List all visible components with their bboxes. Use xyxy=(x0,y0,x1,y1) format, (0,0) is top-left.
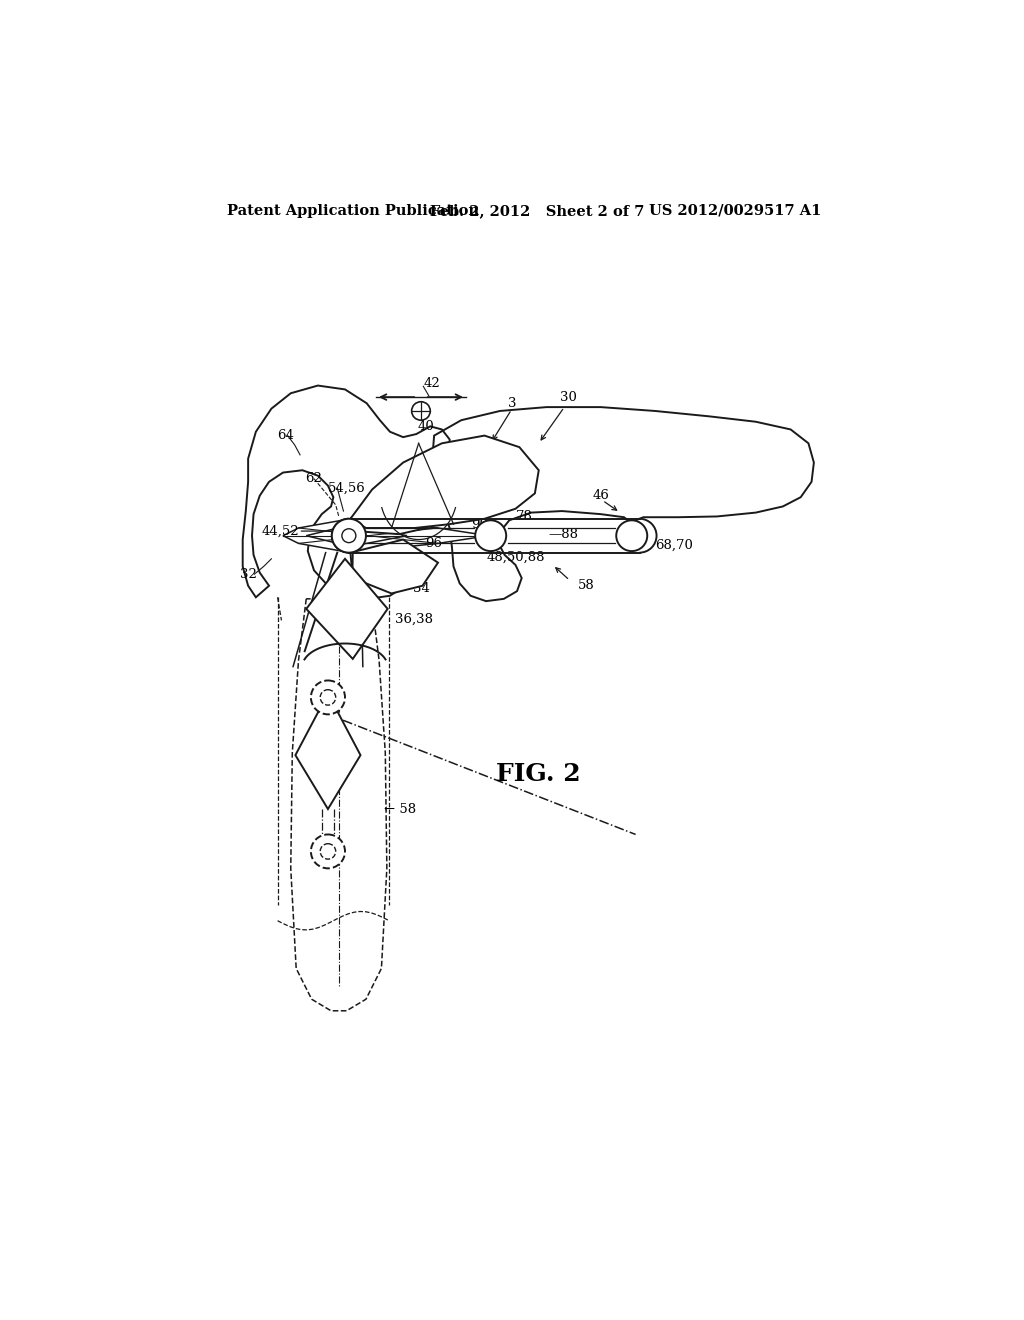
Circle shape xyxy=(311,681,345,714)
Text: 64: 64 xyxy=(278,429,295,442)
Polygon shape xyxy=(350,482,438,535)
Text: 30: 30 xyxy=(560,391,578,404)
Text: 40: 40 xyxy=(417,420,434,433)
Circle shape xyxy=(475,520,506,552)
Polygon shape xyxy=(306,558,388,659)
Text: Feb. 2, 2012   Sheet 2 of 7: Feb. 2, 2012 Sheet 2 of 7 xyxy=(430,203,645,218)
Text: 58: 58 xyxy=(578,579,594,593)
Polygon shape xyxy=(306,525,407,546)
Text: 90—: 90— xyxy=(471,519,502,532)
Text: 34: 34 xyxy=(414,582,430,594)
Text: ← 58: ← 58 xyxy=(384,803,416,816)
Text: 3: 3 xyxy=(508,397,516,409)
Text: 48,50,88: 48,50,88 xyxy=(486,550,546,564)
Text: 54,56: 54,56 xyxy=(328,482,366,495)
Text: 36,38: 36,38 xyxy=(395,612,433,626)
Text: FIG. 2: FIG. 2 xyxy=(497,763,581,787)
Polygon shape xyxy=(295,693,360,809)
Text: 32: 32 xyxy=(241,568,257,581)
Text: 78: 78 xyxy=(515,510,532,523)
Text: 62: 62 xyxy=(305,473,322,486)
Text: 46: 46 xyxy=(593,490,610,502)
Polygon shape xyxy=(350,436,539,528)
Polygon shape xyxy=(350,540,438,594)
Text: Patent Application Publication: Patent Application Publication xyxy=(227,203,479,218)
Text: US 2012/0029517 A1: US 2012/0029517 A1 xyxy=(649,203,821,218)
Text: 68,70: 68,70 xyxy=(655,539,693,552)
Text: 42: 42 xyxy=(423,376,440,389)
Text: 94: 94 xyxy=(426,487,443,500)
Text: 96: 96 xyxy=(425,537,441,550)
Text: 92: 92 xyxy=(389,512,407,525)
Circle shape xyxy=(311,834,345,869)
Polygon shape xyxy=(283,519,488,553)
Text: —88: —88 xyxy=(549,528,579,541)
Circle shape xyxy=(332,519,366,553)
Text: 44,52: 44,52 xyxy=(261,524,299,537)
Circle shape xyxy=(616,520,647,552)
